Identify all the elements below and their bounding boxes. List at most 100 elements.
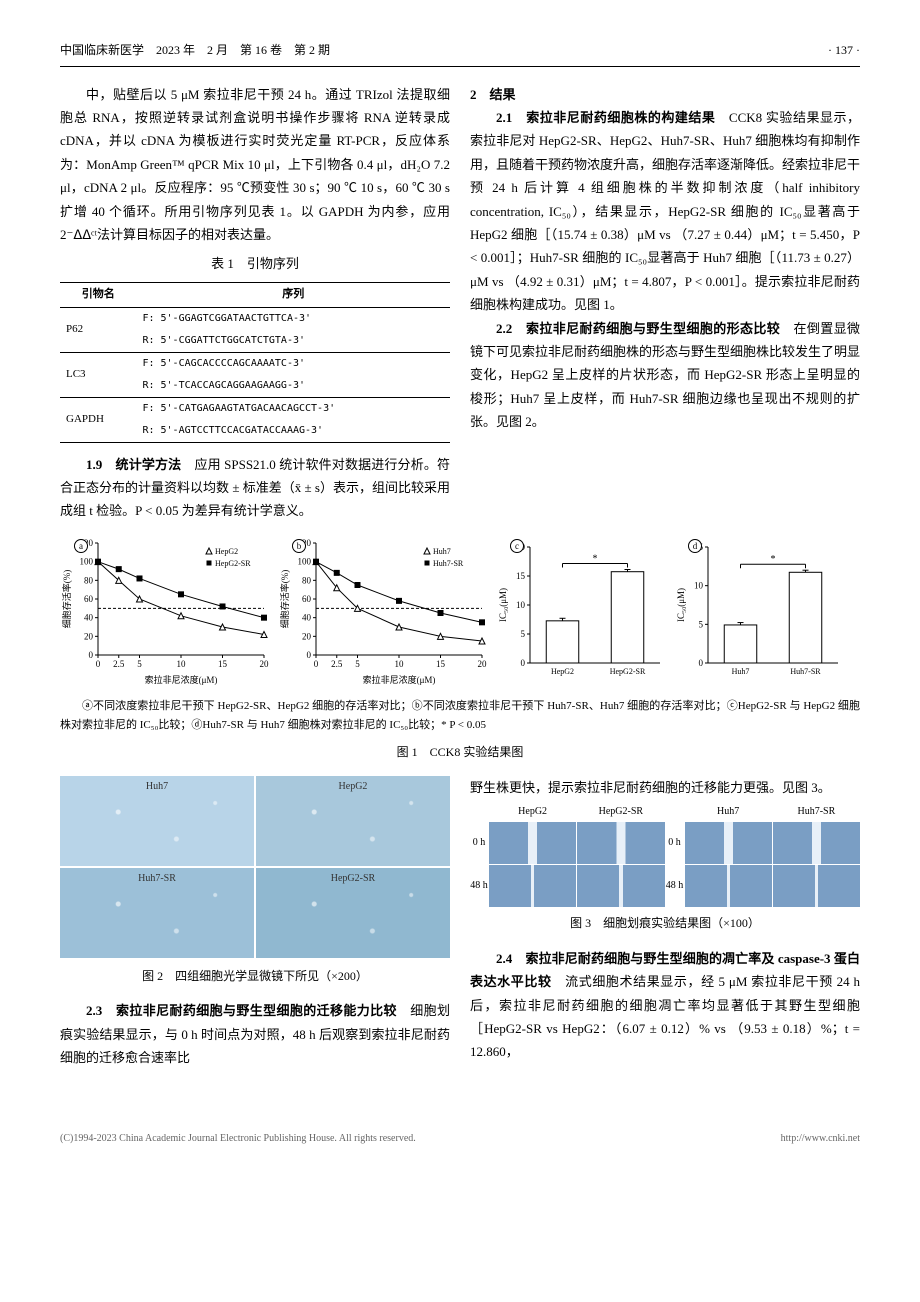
svg-text:Huh7-SR: Huh7-SR xyxy=(790,667,821,676)
scratch-col-head: HepG2 xyxy=(489,803,576,821)
primer-name: LC3 xyxy=(60,352,136,397)
svg-text:10: 10 xyxy=(395,659,405,669)
paragraph-2: 1.9 统计学方法 应用 SPSS21.0 统计软件对数据进行分析。符合正态分布… xyxy=(60,453,450,523)
scratch-panel xyxy=(489,822,576,864)
svg-text:细胞存活率(%): 细胞存活率(%) xyxy=(61,569,72,628)
sec-2-2-text: 在倒置显微镜下可见索拉非尼耐药细胞株的形态与野生型细胞株比较发生了明显变化，He… xyxy=(470,321,860,430)
primer-name: GAPDH xyxy=(60,397,136,442)
sec-2-head: 2 结果 xyxy=(470,83,860,106)
svg-text:0: 0 xyxy=(314,659,319,669)
svg-text:20: 20 xyxy=(84,631,94,641)
svg-text:5: 5 xyxy=(137,659,142,669)
svg-text:Huh7: Huh7 xyxy=(732,667,750,676)
scratch-panel xyxy=(773,822,860,864)
fig2-block: Huh7 HepG2 Huh7-SR HepG2-SR 图 2 四组细胞光学显微镜下所… xyxy=(60,776,450,1070)
sec-2-3-head: 2.3 索拉非尼耐药细胞与野生型细胞的迁移能力比较 xyxy=(86,1003,397,1018)
svg-text:HepG2: HepG2 xyxy=(215,547,238,556)
fig1-title: 图 1 CCK8 实验结果图 xyxy=(60,742,860,764)
scratch-row-head: 0 h xyxy=(666,834,684,852)
primer-name: P62 xyxy=(60,307,136,352)
svg-text:5: 5 xyxy=(699,619,704,629)
paragraph-1: 中，贴壁后以 5 μM 索拉非尼干预 24 h。通过 TRIzol 法提取细胞总… xyxy=(60,83,450,247)
chart-c: c05101520HepG2HepG2-SR*IC₅₀(μM) xyxy=(496,535,666,685)
svg-text:20: 20 xyxy=(260,659,270,669)
svg-text:40: 40 xyxy=(84,612,94,622)
scratch-panel xyxy=(685,822,772,864)
panel-label: Huh7-SR xyxy=(138,870,176,888)
microscopy-panel: HepG2-SR xyxy=(256,868,450,958)
svg-text:HepG2: HepG2 xyxy=(551,667,574,676)
scratch-col-head: Huh7-SR xyxy=(773,803,860,821)
paragraph-7: 野生株更快，提示索拉非尼耐药细胞的迁移能力更强。见图 3。 xyxy=(470,776,860,799)
svg-text:10: 10 xyxy=(694,580,704,590)
panel-label: Huh7 xyxy=(146,778,168,796)
svg-text:60: 60 xyxy=(302,594,312,604)
primer-rev: R: 5'-TCACCAGCAGGAAGAAGG-3' xyxy=(136,375,450,398)
svg-text:0: 0 xyxy=(699,658,704,668)
svg-text:2.5: 2.5 xyxy=(113,659,125,669)
svg-text:细胞存活率(%): 细胞存活率(%) xyxy=(279,569,290,628)
page-footer: (C)1994-2023 China Academic Journal Elec… xyxy=(60,1130,860,1148)
svg-text:5: 5 xyxy=(355,659,360,669)
scratch-panel xyxy=(489,865,576,907)
svg-text:80: 80 xyxy=(84,575,94,585)
svg-text:20: 20 xyxy=(302,631,312,641)
panel-label: HepG2-SR xyxy=(331,870,375,888)
primer-fwd: F: 5'-CAGCACCCCAGCAAAATC-3' xyxy=(136,352,450,375)
svg-text:IC₅₀(μM): IC₅₀(μM) xyxy=(676,588,686,622)
primer-rev: R: 5'-AGTCCTTCCACGATACCAAAG-3' xyxy=(136,420,450,443)
page-header: 中国临床新医学 2023 年 2 月 第 16 卷 第 2 期 · 137 · xyxy=(60,40,860,67)
badge-a: a xyxy=(74,539,88,553)
th-seq: 序列 xyxy=(136,282,450,307)
scratch-panel xyxy=(577,865,664,907)
svg-text:100: 100 xyxy=(80,556,94,566)
scratch-panel xyxy=(685,865,772,907)
two-column-layout: 中，贴壁后以 5 μM 索拉非尼干预 24 h。通过 TRIzol 法提取细胞总… xyxy=(60,83,860,523)
badge-d: d xyxy=(688,539,702,553)
fig2-title: 图 2 四组细胞光学显微镜下所见（×200） xyxy=(60,966,450,988)
svg-text:*: * xyxy=(771,554,776,565)
right-lower: 野生株更快，提示索拉非尼耐药细胞的迁移能力更强。见图 3。 HepG2HepG2… xyxy=(470,776,860,1070)
svg-text:Huh7: Huh7 xyxy=(433,547,451,556)
microscopy-panel: Huh7-SR xyxy=(60,868,254,958)
paragraph-4: 2.1 索拉非尼耐药细胞株的构建结果 CCK8 实验结果显示，索拉非尼对 Hep… xyxy=(470,106,860,317)
svg-text:Huh7-SR: Huh7-SR xyxy=(433,559,464,568)
sec-2-1-text: CCK8 实验结果显示，索拉非尼对 HepG2-SR、HepG2、Huh7-SR… xyxy=(470,110,860,312)
svg-text:15: 15 xyxy=(516,571,526,581)
scratch-row-head: 48 h xyxy=(470,877,488,895)
fig3-title: 图 3 细胞划痕实验结果图（×100） xyxy=(470,913,860,935)
svg-text:HepG2-SR: HepG2-SR xyxy=(215,559,251,568)
journal-info: 中国临床新医学 2023 年 2 月 第 16 卷 第 2 期 xyxy=(60,40,330,62)
svg-text:2.5: 2.5 xyxy=(331,659,343,669)
svg-text:0: 0 xyxy=(521,658,526,668)
fig2-grid: Huh7 HepG2 Huh7-SR HepG2-SR xyxy=(60,776,450,958)
paragraph-6: 2.3 索拉非尼耐药细胞与野生型细胞的迁移能力比较 细胞划痕实验结果显示，与 0… xyxy=(60,999,450,1069)
svg-text:80: 80 xyxy=(302,575,312,585)
microscopy-panel: HepG2 xyxy=(256,776,450,866)
svg-text:15: 15 xyxy=(436,659,446,669)
chart-a: a02040608010012002.55101520HepG2HepG2-SR… xyxy=(60,535,270,685)
svg-text:索拉非尼浓度(μM): 索拉非尼浓度(μM) xyxy=(145,674,218,685)
svg-text:索拉非尼浓度(μM): 索拉非尼浓度(μM) xyxy=(363,674,436,685)
svg-text:*: * xyxy=(593,553,598,564)
svg-text:HepG2-SR: HepG2-SR xyxy=(610,667,646,676)
primer-fwd: F: 5'-CATGAGAAGTATGACAACAGCCT-3' xyxy=(136,397,450,420)
svg-text:20: 20 xyxy=(478,659,488,669)
sec-1-9-head: 1.9 统计学方法 xyxy=(86,457,181,472)
svg-text:IC₅₀(μM): IC₅₀(μM) xyxy=(498,588,508,622)
primer-rev: R: 5'-CGGATTCTGGCATCTGTA-3' xyxy=(136,330,450,353)
chart-d: d051015Huh7Huh7-SR*IC₅₀(μM) xyxy=(674,535,844,685)
copyright: (C)1994-2023 China Academic Journal Elec… xyxy=(60,1130,416,1148)
svg-text:60: 60 xyxy=(84,594,94,604)
primer-fwd: F: 5'-GGAGTCGGATAACTGTTCA-3' xyxy=(136,307,450,330)
th-name: 引物名 xyxy=(60,282,136,307)
svg-text:100: 100 xyxy=(298,556,312,566)
svg-text:0: 0 xyxy=(96,659,101,669)
table1-title: 表 1 引物序列 xyxy=(60,252,450,275)
svg-text:10: 10 xyxy=(177,659,187,669)
panel-label: HepG2 xyxy=(339,778,368,796)
svg-text:40: 40 xyxy=(302,612,312,622)
svg-text:0: 0 xyxy=(307,650,312,660)
scratch-col-head: Huh7 xyxy=(685,803,772,821)
fig1-caption: ⓐ不同浓度索拉非尼干预下 HepG2-SR、HepG2 细胞的存活率对比；ⓑ不同… xyxy=(60,697,860,737)
